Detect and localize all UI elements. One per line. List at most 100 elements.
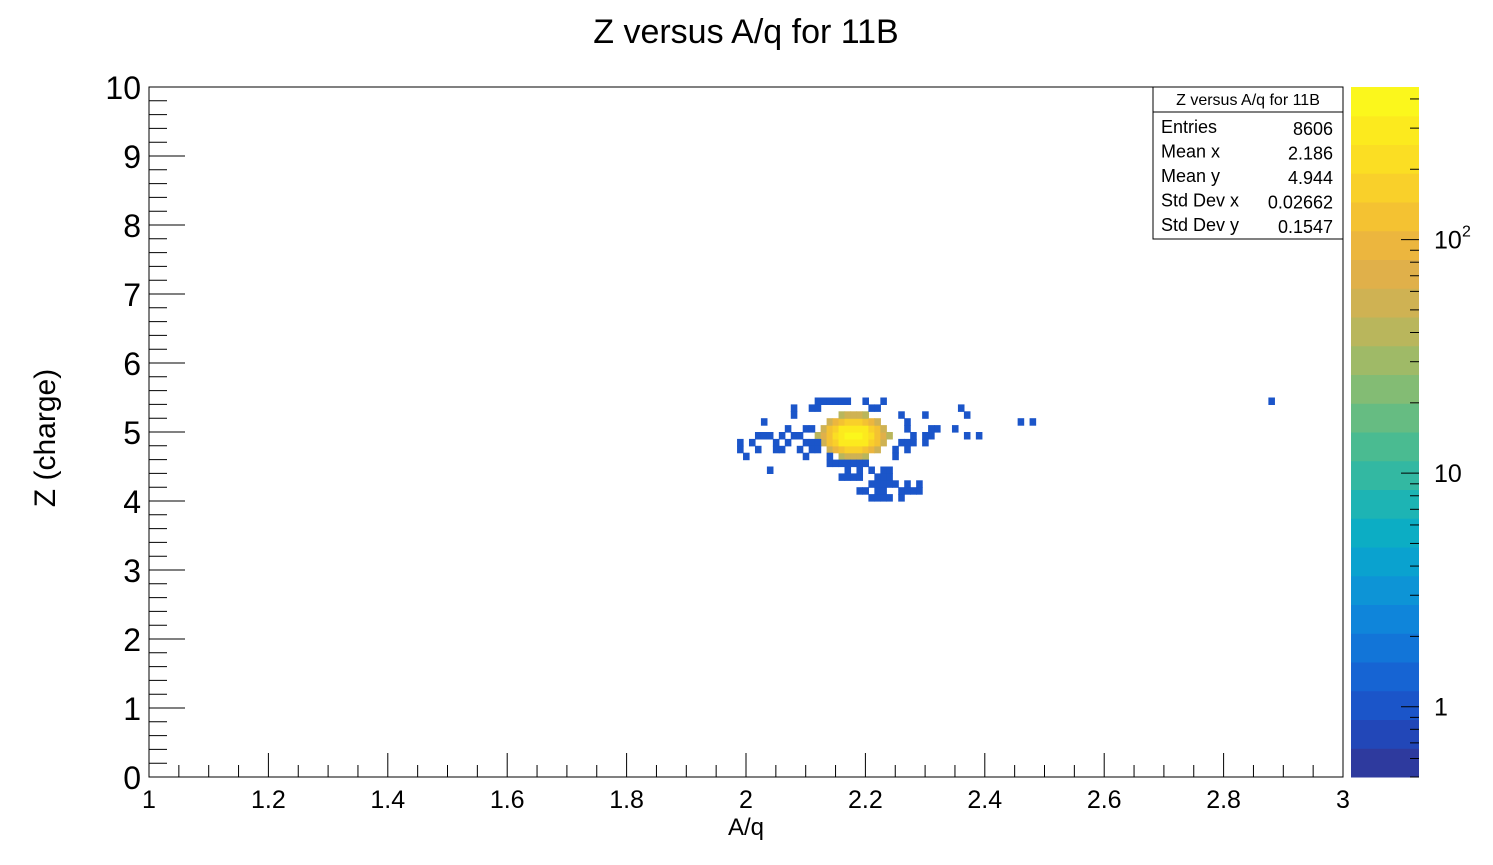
- heatmap-bin: [868, 445, 875, 454]
- heatmap-bin: [874, 425, 881, 433]
- heatmap-bin: [838, 452, 846, 461]
- heatmap-bin: [844, 452, 852, 461]
- heatmap-bin: [826, 445, 834, 454]
- heatmap-bin: [820, 425, 828, 433]
- heatmap-bin: [880, 494, 887, 502]
- axis-ticks: [148, 86, 1344, 778]
- heatmap-bin: [951, 425, 959, 433]
- stats-row-label: Mean x: [1161, 142, 1220, 162]
- heatmap-bin: [868, 432, 875, 440]
- palette-swatch: [1351, 115, 1419, 145]
- heatmap-bin: [886, 432, 893, 440]
- heatmap-bin: [766, 466, 774, 474]
- heatmap-bin: [862, 411, 869, 419]
- heatmap-bin: [838, 445, 846, 454]
- stats-row-label: Mean y: [1161, 166, 1220, 186]
- heatmap-bin: [844, 466, 852, 474]
- heatmap-bin: [832, 438, 840, 447]
- heatmap-bin: [874, 445, 881, 454]
- heatmap-bin: [928, 432, 935, 440]
- stats-row-value: 4.944: [1288, 168, 1333, 188]
- heatmap-bin: [963, 411, 971, 419]
- heatmap-bin: [880, 425, 887, 433]
- heatmap-bin: [820, 438, 828, 447]
- heatmap-bin: [868, 494, 875, 502]
- heatmap-bin: [844, 397, 852, 405]
- heatmap-bin: [850, 445, 858, 454]
- palette-swatch: [1351, 374, 1419, 404]
- heatmap-bin: [850, 452, 858, 461]
- heatmap-bin: [892, 445, 899, 454]
- palette-swatch: [1351, 230, 1419, 260]
- heatmap-bin: [754, 445, 762, 454]
- y-tick-label: 7: [123, 277, 141, 313]
- x-tick-label: 2.8: [1206, 786, 1241, 814]
- heatmap-bin: [862, 452, 869, 461]
- palette-swatch: [1351, 144, 1419, 174]
- heatmap-bin: [844, 425, 852, 433]
- heatmap-bin: [844, 473, 852, 481]
- heatmap-bin: [874, 432, 881, 440]
- palette-swatch: [1351, 317, 1419, 347]
- heatmap-bin: [892, 452, 899, 461]
- palette-swatch: [1351, 202, 1419, 232]
- x-tick-label: 3: [1336, 786, 1350, 814]
- heatmap-bin: [910, 432, 917, 440]
- heatmap-bin: [737, 445, 744, 454]
- heatmap-bin: [838, 425, 846, 433]
- heatmap-bin: [832, 418, 840, 426]
- heatmap-bin: [856, 466, 864, 474]
- y-tick-label: 6: [123, 346, 141, 382]
- heatmap-bin: [754, 432, 762, 440]
- heatmap-bin: [838, 459, 846, 468]
- heatmap-bin: [838, 432, 846, 440]
- heatmap-bin: [874, 438, 881, 447]
- palette-swatch: [1351, 403, 1419, 433]
- heatmap-bin: [856, 459, 864, 468]
- heatmap-bin: [808, 425, 816, 433]
- heatmap-bin: [898, 411, 905, 419]
- heatmap-bin: [862, 459, 869, 468]
- heatmap-bin: [916, 480, 923, 488]
- heatmap-bin: [850, 432, 858, 440]
- heatmap-bin: [975, 432, 983, 440]
- heatmap-bin: [880, 466, 887, 474]
- y-tick-label: 0: [123, 760, 141, 796]
- heatmap-bin: [832, 459, 840, 468]
- heatmap-bin: [826, 452, 834, 461]
- heatmap-bin: [814, 404, 822, 412]
- palette-swatch: [1351, 547, 1419, 577]
- x-tick-label: 1.2: [251, 786, 286, 814]
- heatmap-bin: [778, 445, 786, 454]
- stats-row-label: Std Dev x: [1161, 191, 1239, 211]
- heatmap-bin: [1268, 397, 1275, 405]
- heatmap-bin: [850, 418, 858, 426]
- heatmap-bin: [874, 487, 881, 495]
- palette-swatch: [1351, 87, 1419, 117]
- heatmap-bin: [784, 438, 792, 447]
- z-tick-label: 1: [1434, 694, 1448, 722]
- x-tick-label: 2.2: [848, 786, 883, 814]
- heatmap-bin: [844, 438, 852, 447]
- heatmap-bin: [862, 418, 869, 426]
- heatmap-bin: [826, 397, 834, 405]
- heatmap-bin: [886, 480, 893, 488]
- heatmap-bin: [838, 397, 846, 405]
- heatmap-bin: [856, 487, 864, 495]
- x-tick-label: 1.4: [370, 786, 405, 814]
- heatmap-bin: [957, 404, 965, 412]
- x-tick-label: 2.6: [1087, 786, 1122, 814]
- heatmap-bin: [814, 445, 822, 454]
- heatmap-bin: [862, 425, 869, 433]
- heatmap-bin: [856, 411, 864, 419]
- heatmap-bin: [802, 452, 810, 461]
- heatmap-bin: [838, 473, 846, 481]
- y-tick-label: 4: [123, 484, 141, 520]
- heatmap-bin: [874, 404, 881, 412]
- stats-row-value: 0.1547: [1278, 217, 1333, 237]
- heatmap-bin: [826, 459, 834, 468]
- heatmap-bin: [922, 411, 929, 419]
- heatmap-bin: [838, 418, 846, 426]
- heatmap-bin: [796, 445, 804, 454]
